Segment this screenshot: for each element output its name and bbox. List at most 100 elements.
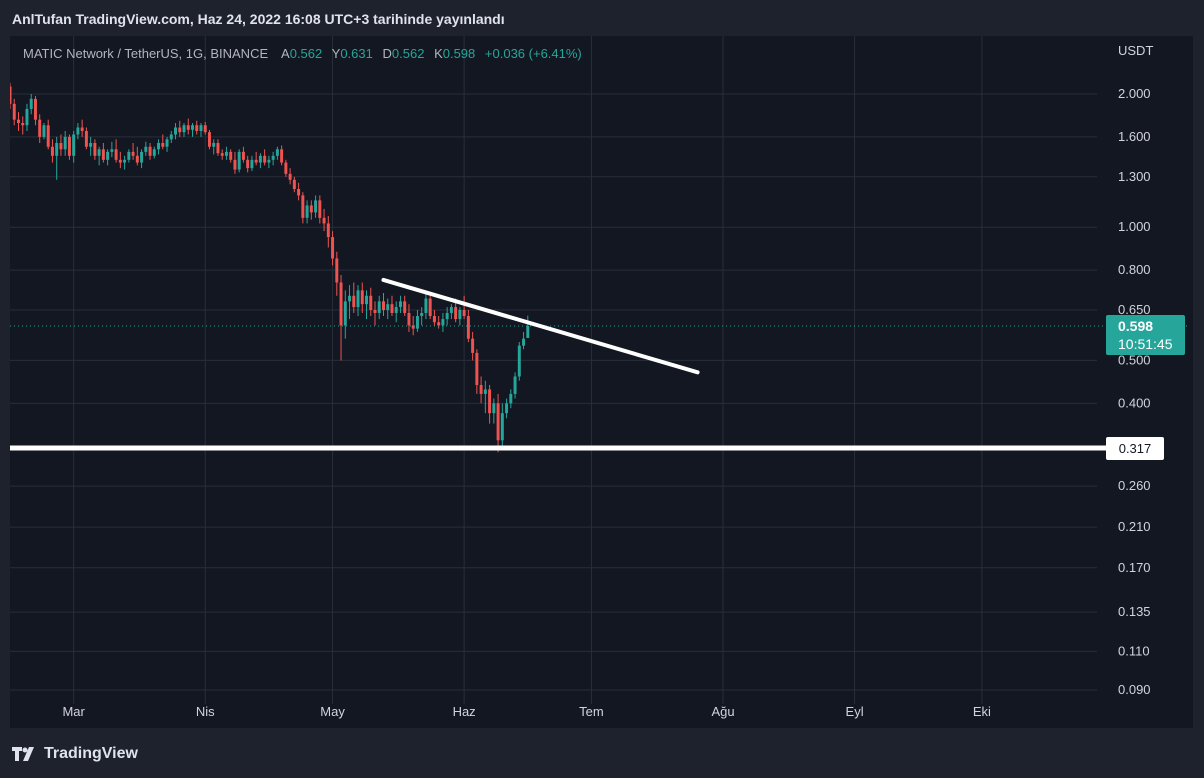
last-price-tag: 0.598 10:51:45 xyxy=(1106,315,1185,355)
candle-body xyxy=(445,312,449,320)
candle-body xyxy=(161,142,165,147)
candle-body xyxy=(114,149,118,160)
candle-body xyxy=(59,142,63,150)
candle-body xyxy=(428,298,432,317)
candle-body xyxy=(178,127,182,133)
candle-body xyxy=(241,151,245,160)
candle-body xyxy=(301,195,305,218)
candle-body xyxy=(165,139,169,147)
candle-body xyxy=(21,122,25,126)
candle-body xyxy=(369,295,373,311)
time-tick-label: Ağu xyxy=(711,704,734,719)
brand-name: TradingView xyxy=(44,745,138,762)
price-axis-labels: 2.000 1.600 1.300 1.000 0.800 0.650 0.500 0.400… xyxy=(1118,86,1151,697)
candle-body xyxy=(216,142,220,154)
candle-body xyxy=(420,312,424,317)
candle-body xyxy=(322,217,326,224)
candle-body xyxy=(10,86,12,104)
candle-body xyxy=(500,413,504,441)
high-value: 0.631 xyxy=(340,46,373,61)
price-tick-label: 0.210 xyxy=(1118,519,1151,534)
candle-body xyxy=(42,125,46,137)
candle-body xyxy=(513,376,517,394)
candle-body xyxy=(93,142,97,156)
candle-body xyxy=(191,125,194,130)
price-tick-label: 0.135 xyxy=(1118,604,1151,619)
price-tick-label: 2.000 xyxy=(1118,86,1151,101)
candle-body xyxy=(526,326,530,338)
candle-body xyxy=(492,403,496,414)
candle-body xyxy=(169,134,173,140)
candle-body xyxy=(267,159,271,163)
candle-body xyxy=(390,304,394,313)
time-tick-label: Eyl xyxy=(846,704,864,719)
candle-body xyxy=(157,142,161,150)
candlestick-chart[interactable]: 2.000 1.600 1.300 1.000 0.800 0.650 0.500 0.400… xyxy=(10,36,1193,728)
candle-body xyxy=(250,159,254,169)
candle-body xyxy=(203,125,207,133)
candle-body xyxy=(101,149,105,160)
time-tick-label: Haz xyxy=(453,704,476,719)
candle-body xyxy=(373,310,377,313)
candle-body xyxy=(343,301,347,326)
candle-body xyxy=(466,316,470,339)
candle-body xyxy=(326,223,330,238)
low-label: D xyxy=(382,46,392,61)
candle-body xyxy=(331,237,335,259)
time-tick-label: Eki xyxy=(973,704,991,719)
candle-body xyxy=(488,389,492,414)
candle-body xyxy=(152,149,156,156)
candle-body xyxy=(424,298,428,313)
candle-body xyxy=(135,155,139,163)
price-tick-label: 0.650 xyxy=(1118,302,1151,317)
candle-body xyxy=(212,142,216,147)
candle-body xyxy=(123,159,127,163)
price-tick-label: 1.000 xyxy=(1118,219,1151,234)
candle-body xyxy=(318,200,322,218)
candle-body xyxy=(415,316,419,329)
price-tick-label: 1.600 xyxy=(1118,129,1151,144)
candle-body xyxy=(483,389,487,394)
candle-body xyxy=(229,151,233,160)
candle-body xyxy=(522,338,526,346)
trend-line xyxy=(381,277,700,375)
candle-body xyxy=(38,119,42,137)
candle-body xyxy=(365,295,368,305)
candle-body xyxy=(144,146,148,152)
candle-body xyxy=(46,125,50,147)
candle-body xyxy=(271,155,275,160)
time-tick-label: Mar xyxy=(62,704,85,719)
candle-body xyxy=(72,134,76,156)
candle-body xyxy=(67,136,71,156)
candle-body xyxy=(33,98,37,120)
candle-body xyxy=(382,301,385,311)
footer-brand[interactable]: TradingView xyxy=(12,745,138,763)
candle-body xyxy=(403,301,407,313)
publish-header: AnlTufan TradingView.com, Haz 24, 2022 1… xyxy=(12,11,505,27)
candle-body xyxy=(292,179,296,189)
time-tick-label: Tem xyxy=(579,704,604,719)
candle-body xyxy=(254,159,258,163)
candle-body xyxy=(174,127,178,135)
candle-body xyxy=(97,149,101,156)
candle-body xyxy=(377,301,381,313)
candle-body xyxy=(517,345,521,377)
candle-body xyxy=(360,290,364,305)
symbol-name[interactable]: MATIC Network / TetherUS, 1G, BINANCE xyxy=(23,46,269,61)
candle-body xyxy=(297,188,301,196)
candle-body xyxy=(411,325,415,329)
time-tick-label: May xyxy=(320,704,345,719)
chart-pane[interactable]: 2.000 1.600 1.300 1.000 0.800 0.650 0.500 0.400… xyxy=(10,36,1193,728)
chart-grid xyxy=(10,36,1097,704)
candle-body xyxy=(246,159,250,169)
candle-body xyxy=(462,310,466,317)
candle-body xyxy=(76,127,80,135)
price-tick-label: 0.800 xyxy=(1118,262,1151,277)
currency-label[interactable]: USDT xyxy=(1118,43,1154,58)
candle-body xyxy=(110,149,114,152)
change-value: +0.036 (+6.41%) xyxy=(484,46,582,61)
candle-body xyxy=(207,132,211,147)
candle-body xyxy=(505,403,509,414)
candle-body xyxy=(12,103,16,120)
candle-body xyxy=(348,295,352,302)
